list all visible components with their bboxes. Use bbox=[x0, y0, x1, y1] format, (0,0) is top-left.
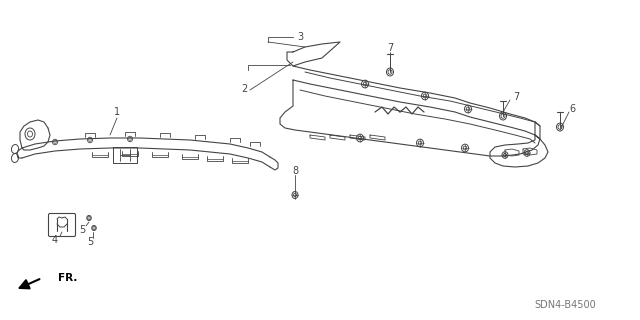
Text: 3: 3 bbox=[297, 32, 303, 42]
Text: SDN4-B4500: SDN4-B4500 bbox=[534, 300, 596, 310]
Text: 8: 8 bbox=[292, 166, 298, 176]
Text: 5: 5 bbox=[87, 237, 93, 247]
Text: 7: 7 bbox=[387, 43, 393, 53]
Text: 4: 4 bbox=[52, 235, 58, 245]
Text: 2: 2 bbox=[241, 84, 247, 94]
Text: 5: 5 bbox=[79, 225, 85, 235]
Text: 1: 1 bbox=[114, 107, 120, 117]
Text: 6: 6 bbox=[569, 104, 575, 114]
Text: 7: 7 bbox=[513, 92, 519, 102]
Text: FR.: FR. bbox=[58, 273, 77, 283]
